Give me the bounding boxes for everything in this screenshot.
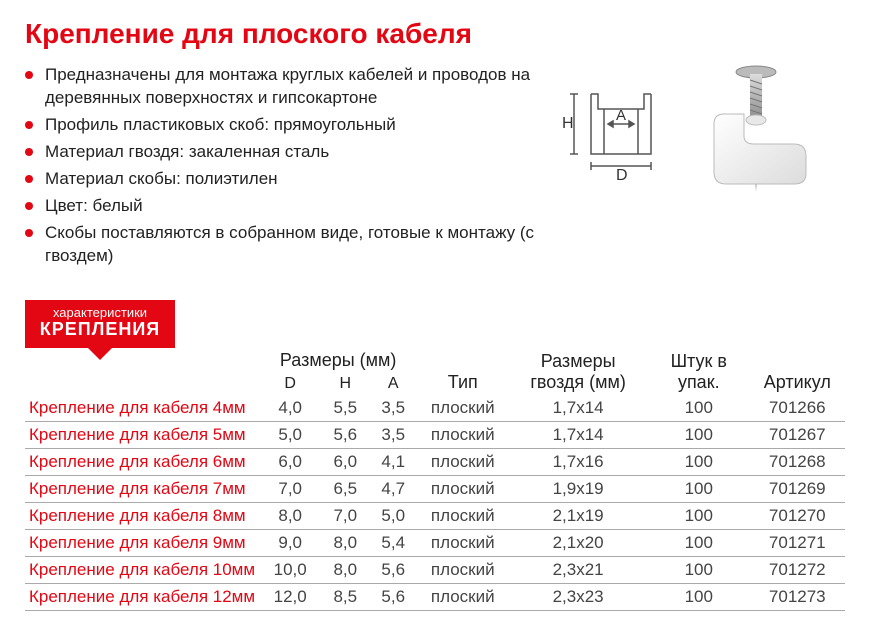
cell: 100 bbox=[648, 583, 750, 610]
col-sizes: Размеры (мм) bbox=[259, 348, 417, 373]
cell: плоский bbox=[417, 529, 508, 556]
cell: 5,5 bbox=[321, 395, 369, 422]
table-row: Крепление для кабеля 4мм4,05,53,5плоский… bbox=[25, 395, 845, 422]
cell: плоский bbox=[417, 395, 508, 422]
cell: 1,7x16 bbox=[508, 448, 648, 475]
feature-item: Предназначены для монтажа круглых кабеле… bbox=[25, 64, 545, 110]
product-illustration bbox=[684, 64, 834, 204]
cell: 6,0 bbox=[321, 448, 369, 475]
cell-name: Крепление для кабеля 5мм bbox=[25, 421, 259, 448]
feature-item: Профиль пластиковых скоб: прямоугольный bbox=[25, 114, 545, 137]
cell: 701271 bbox=[750, 529, 845, 556]
cell-name: Крепление для кабеля 12мм bbox=[25, 583, 259, 610]
cell: плоский bbox=[417, 448, 508, 475]
cell: 100 bbox=[648, 421, 750, 448]
feature-item: Материал гвоздя: закаленная сталь bbox=[25, 141, 545, 164]
table-row: Крепление для кабеля 6мм6,06,04,1плоский… bbox=[25, 448, 845, 475]
dimension-diagram: H A D bbox=[556, 64, 676, 184]
page-title: Крепление для плоского кабеля bbox=[25, 18, 845, 50]
badge-small: характеристики bbox=[39, 306, 161, 320]
cell: 6,0 bbox=[259, 448, 321, 475]
cell: 7,0 bbox=[259, 475, 321, 502]
cell-name: Крепление для кабеля 9мм bbox=[25, 529, 259, 556]
cell: 5,4 bbox=[369, 529, 417, 556]
cell: 5,0 bbox=[369, 502, 417, 529]
col-type: Тип bbox=[417, 348, 508, 395]
col-a: A bbox=[369, 373, 417, 395]
cell: 100 bbox=[648, 395, 750, 422]
cell: 3,5 bbox=[369, 395, 417, 422]
feature-item: Скобы поставляются в собранном виде, гот… bbox=[25, 222, 545, 268]
cell: 4,1 bbox=[369, 448, 417, 475]
cell: 9,0 bbox=[259, 529, 321, 556]
cell: 8,0 bbox=[321, 529, 369, 556]
cell: 100 bbox=[648, 529, 750, 556]
cell: 1,9x19 bbox=[508, 475, 648, 502]
cell: 5,6 bbox=[369, 583, 417, 610]
top-section: Предназначены для монтажа круглых кабеле… bbox=[25, 64, 845, 272]
cell: 2,1x20 bbox=[508, 529, 648, 556]
cell: плоский bbox=[417, 556, 508, 583]
cell: плоский bbox=[417, 502, 508, 529]
cell-name: Крепление для кабеля 6мм bbox=[25, 448, 259, 475]
cell: плоский bbox=[417, 475, 508, 502]
cell-name: Крепление для кабеля 10мм bbox=[25, 556, 259, 583]
feature-item: Цвет: белый bbox=[25, 195, 545, 218]
cell: 2,3x21 bbox=[508, 556, 648, 583]
col-nail: Размеры гвоздя (мм) bbox=[508, 348, 648, 395]
table-row: Крепление для кабеля 5мм5,05,63,5плоский… bbox=[25, 421, 845, 448]
cell: 7,0 bbox=[321, 502, 369, 529]
cell: 5,0 bbox=[259, 421, 321, 448]
cell: 701272 bbox=[750, 556, 845, 583]
col-d: D bbox=[259, 373, 321, 395]
cell: 701270 bbox=[750, 502, 845, 529]
cell: 701268 bbox=[750, 448, 845, 475]
cell: 2,1x19 bbox=[508, 502, 648, 529]
label-d: D bbox=[616, 167, 628, 184]
cell: 5,6 bbox=[369, 556, 417, 583]
table-row: Крепление для кабеля 9мм9,08,05,4плоский… bbox=[25, 529, 845, 556]
label-a: A bbox=[616, 107, 626, 124]
label-h: H bbox=[562, 115, 574, 132]
cell: 4,0 bbox=[259, 395, 321, 422]
cell: 4,7 bbox=[369, 475, 417, 502]
cell: 100 bbox=[648, 502, 750, 529]
col-h: H bbox=[321, 373, 369, 395]
cell: 10,0 bbox=[259, 556, 321, 583]
feature-list: Предназначены для монтажа круглых кабеле… bbox=[25, 64, 545, 272]
cell: 1,7x14 bbox=[508, 395, 648, 422]
cell: 1,7x14 bbox=[508, 421, 648, 448]
table-row: Крепление для кабеля 12мм12,08,55,6плоск… bbox=[25, 583, 845, 610]
col-pack: Штук в упак. bbox=[648, 348, 750, 395]
cell: 701273 bbox=[750, 583, 845, 610]
cell: 100 bbox=[648, 556, 750, 583]
cell: плоский bbox=[417, 421, 508, 448]
cell-name: Крепление для кабеля 8мм bbox=[25, 502, 259, 529]
diagram-area: H A D bbox=[545, 64, 845, 272]
cell: 8,0 bbox=[321, 556, 369, 583]
cell: 12,0 bbox=[259, 583, 321, 610]
col-sku: Артикул bbox=[750, 348, 845, 395]
cell: 100 bbox=[648, 475, 750, 502]
cell: 5,6 bbox=[321, 421, 369, 448]
cell: 8,5 bbox=[321, 583, 369, 610]
spec-badge: характеристики КРЕПЛЕНИЯ bbox=[25, 300, 175, 348]
cell-name: Крепление для кабеля 4мм bbox=[25, 395, 259, 422]
cell: плоский bbox=[417, 583, 508, 610]
badge-big: КРЕПЛЕНИЯ bbox=[39, 320, 161, 340]
cell: 3,5 bbox=[369, 421, 417, 448]
cell: 2,3x23 bbox=[508, 583, 648, 610]
feature-item: Материал скобы: полиэтилен bbox=[25, 168, 545, 191]
cell: 701267 bbox=[750, 421, 845, 448]
cell-name: Крепление для кабеля 7мм bbox=[25, 475, 259, 502]
cell: 8,0 bbox=[259, 502, 321, 529]
cell: 6,5 bbox=[321, 475, 369, 502]
cell: 701269 bbox=[750, 475, 845, 502]
cell: 100 bbox=[648, 448, 750, 475]
table-row: Крепление для кабеля 8мм8,07,05,0плоский… bbox=[25, 502, 845, 529]
table-row: Крепление для кабеля 7мм7,06,54,7плоский… bbox=[25, 475, 845, 502]
cell: 701266 bbox=[750, 395, 845, 422]
table-row: Крепление для кабеля 10мм10,08,05,6плоск… bbox=[25, 556, 845, 583]
